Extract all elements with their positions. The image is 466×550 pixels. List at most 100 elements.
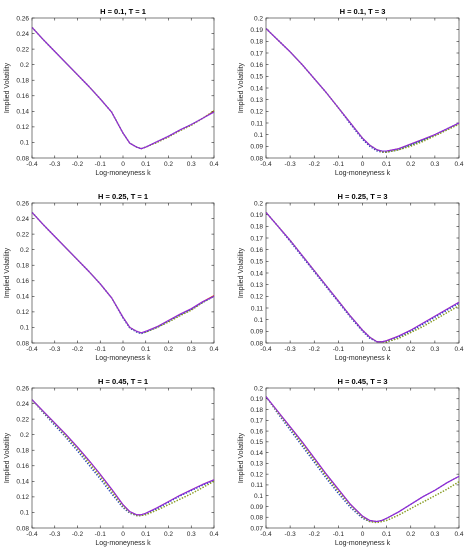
x-tick-label: -0.4 xyxy=(26,161,38,168)
y-tick-label: 0.1 xyxy=(20,140,29,147)
x-tick-label: -0.1 xyxy=(333,346,345,353)
x-axis-label: Log-moneyness k xyxy=(95,355,151,362)
y-tick-label: 0.17 xyxy=(250,235,263,242)
y-tick-label: 0.2 xyxy=(20,432,29,439)
x-tick-label: -0.3 xyxy=(49,161,61,168)
x-tick-label: 0.3 xyxy=(430,531,439,538)
x-tick-label: -0.1 xyxy=(95,531,107,538)
y-tick-label: 0.08 xyxy=(250,155,263,162)
x-tick-label: -0.2 xyxy=(309,161,321,168)
chart-title: H = 0.1, T = 1 xyxy=(100,7,146,16)
y-tick-label: 0.17 xyxy=(250,50,263,57)
y-tick-label: 0.2 xyxy=(20,62,29,69)
y-tick-label: 0.15 xyxy=(250,74,263,81)
x-tick-label: -0.4 xyxy=(260,531,272,538)
x-axis-label: Log-moneyness k xyxy=(95,540,151,547)
y-tick-label: 0.18 xyxy=(16,448,29,455)
plot-area xyxy=(31,17,215,159)
x-tick-label: 0 xyxy=(121,531,125,538)
x-axis-label: Log-moneyness k xyxy=(335,540,391,547)
x-tick-label: -0.1 xyxy=(95,346,107,353)
y-axis-label: Implied Volatility xyxy=(4,247,11,298)
y-tick-label: 0.26 xyxy=(16,200,29,207)
series-line-5 xyxy=(31,211,215,334)
y-tick-label: 0.14 xyxy=(16,109,29,116)
y-tick-label: 0.16 xyxy=(250,247,263,254)
y-tick-label: 0.08 xyxy=(250,340,263,347)
x-axis-label: Log-moneyness k xyxy=(335,170,391,177)
x-tick-label: -0.3 xyxy=(285,531,297,538)
y-tick-label: 0.16 xyxy=(16,278,29,285)
x-tick-label: 0.1 xyxy=(141,161,150,168)
y-tick-label: 0.09 xyxy=(250,144,263,151)
x-tick-label: 0.2 xyxy=(406,346,415,353)
x-tick-label: -0.2 xyxy=(309,346,321,353)
x-tick-label: 0.4 xyxy=(209,346,218,353)
x-tick-label: 0.2 xyxy=(406,161,415,168)
x-tick-label: -0.2 xyxy=(72,531,84,538)
y-axis-label: Implied Volatility xyxy=(4,432,11,483)
y-tick-label: 0.24 xyxy=(16,31,29,38)
x-tick-label: -0.4 xyxy=(260,346,272,353)
x-tick-label: -0.3 xyxy=(285,346,297,353)
x-axis-label: Log-moneyness k xyxy=(335,355,391,362)
y-tick-label: 0.08 xyxy=(16,155,29,162)
y-tick-label: 0.24 xyxy=(16,401,29,408)
y-axis-label: Implied Volatility xyxy=(4,62,11,113)
y-tick-label: 0.2 xyxy=(254,385,263,392)
x-tick-label: 0.3 xyxy=(187,161,196,168)
x-tick-label: 0.4 xyxy=(209,161,218,168)
x-tick-label: -0.4 xyxy=(260,161,272,168)
y-tick-label: 0.14 xyxy=(16,294,29,301)
x-tick-label: -0.3 xyxy=(49,346,61,353)
x-tick-label: -0.1 xyxy=(95,161,107,168)
series-line-5 xyxy=(265,396,460,523)
y-tick-label: 0.1 xyxy=(254,493,263,500)
y-tick-label: 0.18 xyxy=(16,263,29,270)
y-tick-label: 0.11 xyxy=(251,482,264,489)
x-tick-label: 0.3 xyxy=(430,161,439,168)
chart-title: H = 0.45, T = 3 xyxy=(337,377,387,386)
y-tick-label: 0.08 xyxy=(16,340,29,347)
y-tick-label: 0.13 xyxy=(250,97,263,104)
x-tick-label: 0.2 xyxy=(164,346,173,353)
plot-area xyxy=(265,202,460,344)
y-axis-label: Implied Volatility xyxy=(238,432,245,483)
y-tick-label: 0.1 xyxy=(20,510,29,517)
y-tick-label: 0.12 xyxy=(16,124,29,131)
y-tick-label: 0.12 xyxy=(250,294,263,301)
y-tick-label: 0.13 xyxy=(250,461,263,468)
chart-panel-5: H = 0.45, T = 1 -0.4 -0.3 -0.2 -0.1 0 0.1 0.2 0.… xyxy=(4,377,219,547)
y-axis-label: Implied Volatility xyxy=(238,62,245,113)
x-tick-label: 0.3 xyxy=(187,346,196,353)
y-tick-label: 0.16 xyxy=(16,93,29,100)
y-tick-label: 0.08 xyxy=(16,525,29,532)
plot-area xyxy=(31,202,215,344)
plot-area xyxy=(265,387,460,529)
series-line-4 xyxy=(265,396,460,524)
y-tick-label: 0.2 xyxy=(254,200,263,207)
y-tick-label: 0.09 xyxy=(250,329,263,336)
y-tick-label: 0.14 xyxy=(250,450,263,457)
y-tick-label: 0.18 xyxy=(16,78,29,85)
x-tick-label: 0.2 xyxy=(164,161,173,168)
x-tick-label: 0.2 xyxy=(164,531,173,538)
y-tick-label: 0.26 xyxy=(16,385,29,392)
chart-panel-4: H = 0.25, T = 3 -0.4 -0.3 -0.2 -0.1 0 0.1 0.2 0.… xyxy=(238,192,464,362)
chart-panel-2: H = 0.1, T = 3 -0.4 -0.3 -0.2 -0.1 0 0.1 0.2 0.3… xyxy=(238,7,464,177)
series-line-2 xyxy=(265,28,460,153)
y-tick-label: 0.13 xyxy=(250,282,263,289)
y-tick-label: 0.12 xyxy=(16,494,29,501)
y-tick-label: 0.18 xyxy=(250,39,263,46)
x-tick-label: -0.2 xyxy=(309,531,321,538)
x-tick-label: 0.4 xyxy=(209,531,218,538)
y-tick-label: 0.2 xyxy=(254,15,263,22)
y-tick-label: 0.11 xyxy=(251,305,264,312)
y-tick-label: 0.2 xyxy=(20,247,29,254)
y-tick-label: 0.14 xyxy=(16,479,29,486)
y-tick-label: 0.16 xyxy=(16,463,29,470)
y-tick-label: 0.26 xyxy=(16,15,29,22)
chart-panel-3: H = 0.25, T = 1 -0.4 -0.3 -0.2 -0.1 0 0.1 0.2 0.… xyxy=(4,192,219,362)
x-tick-label: 0.3 xyxy=(187,531,196,538)
